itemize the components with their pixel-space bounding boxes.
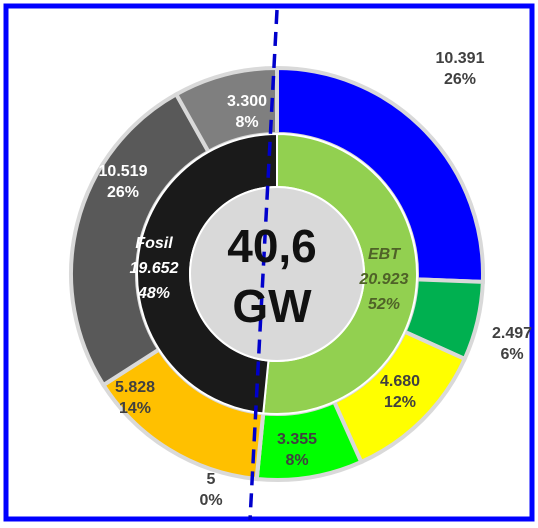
outer-value-label-3: 3.355 <box>277 431 317 448</box>
outer-percent-label-4: 0% <box>199 492 222 509</box>
inner-value-label-ebt: 20.923 <box>359 271 409 288</box>
outer-value-label-5: 5.828 <box>115 379 155 396</box>
outer-value-label-6: 10.519 <box>99 163 148 180</box>
divider-line <box>248 9 279 521</box>
outer-value-label-1: 2.497 <box>492 325 532 342</box>
data-labels: 10.391 26% 2.497 6% 4.680 12% 3.355 8% 5 0% 5.828 1… <box>99 50 533 509</box>
inner-percent-label-fosil: 48% <box>137 285 170 302</box>
inner-value-label-fosil: 19.652 <box>130 260 179 277</box>
outer-percent-label-1: 6% <box>500 346 523 363</box>
outer-value-label-2: 4.680 <box>380 373 420 390</box>
outer-percent-label-5: 14% <box>119 400 151 417</box>
outer-percent-label-3: 8% <box>285 452 308 469</box>
outer-value-label-0: 10.391 <box>436 50 485 67</box>
inner-name-label-fosil: Fosil <box>135 235 173 252</box>
outer-value-label-7: 3.300 <box>227 93 267 110</box>
inner-percent-label-ebt: 52% <box>368 296 400 313</box>
center-value: 40,6 <box>227 220 317 272</box>
outer-ring <box>69 65 485 482</box>
inner-name-label-ebt: EBT <box>368 246 401 263</box>
outer-value-label-4: 5 <box>207 471 216 488</box>
center-unit: GW <box>232 280 312 332</box>
outer-percent-label-2: 12% <box>384 394 416 411</box>
outer-percent-label-7: 8% <box>235 114 258 131</box>
center-disc <box>189 186 365 362</box>
outer-percent-label-0: 26% <box>444 71 476 88</box>
outer-percent-label-6: 26% <box>107 184 139 201</box>
